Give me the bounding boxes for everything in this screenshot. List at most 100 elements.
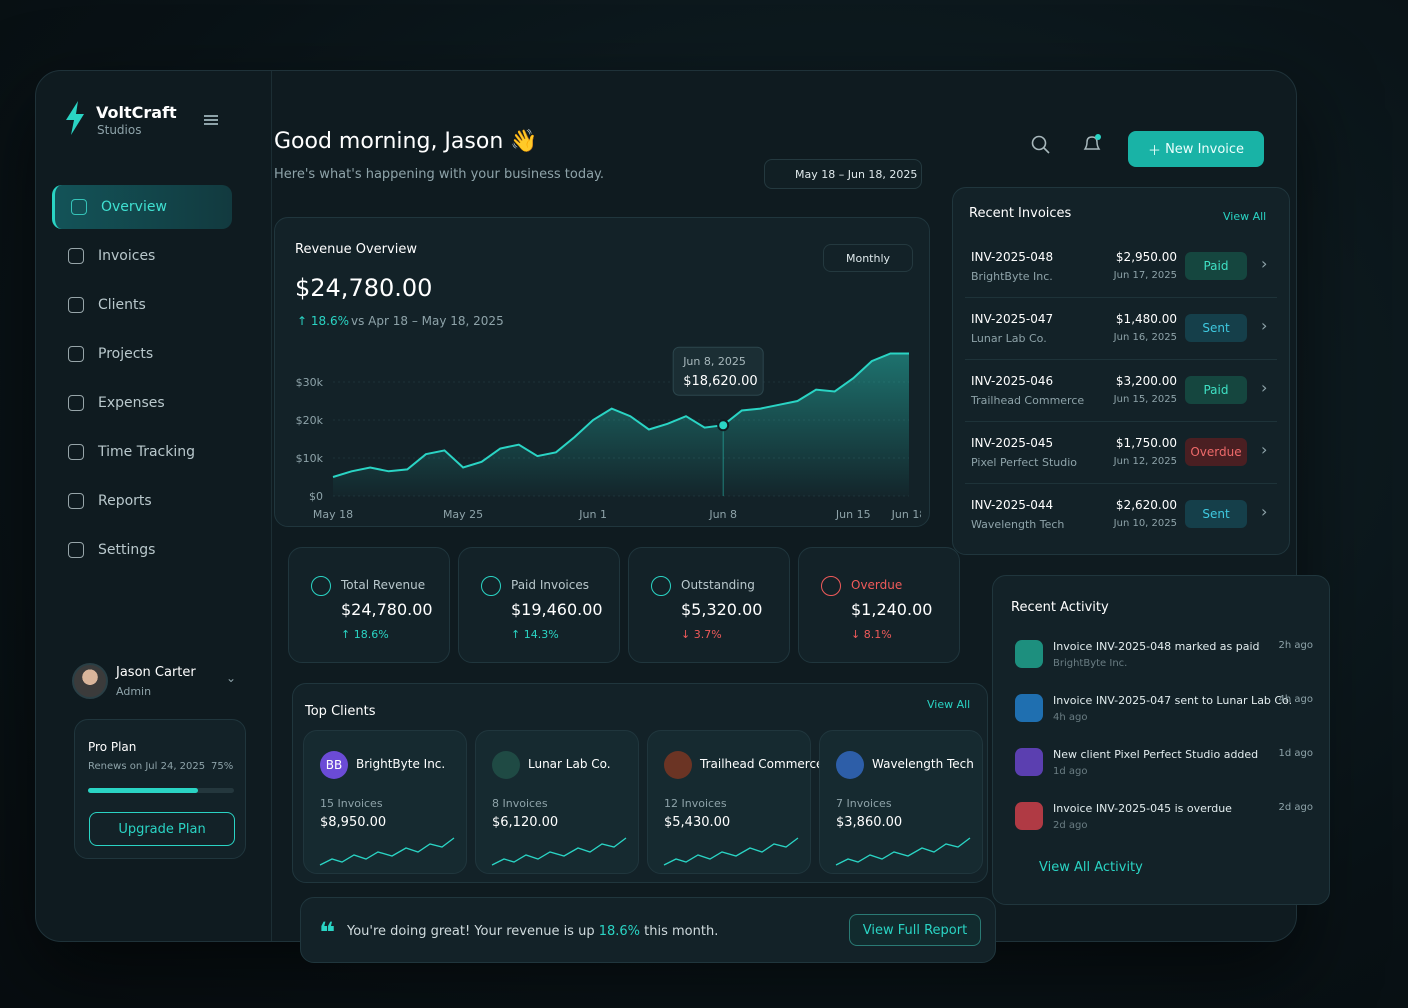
invoice-row[interactable]: INV-2025-044 Wavelength Tech $2,620.00 Jun … <box>965 490 1277 546</box>
kpi-card: Total Revenue $24,780.00 ↑ 18.6% <box>288 547 450 663</box>
kpi-change: ↑ 14.3% <box>511 628 559 641</box>
invoice-row[interactable]: INV-2025-045 Pixel Perfect Studio $1,750.0… <box>965 428 1277 484</box>
notification-icon[interactable] <box>1082 133 1102 155</box>
recent-invoices-card: Recent Invoices View All INV-2025-048 Bri… <box>952 187 1290 555</box>
revenue-change-value: 18.6% <box>310 314 349 328</box>
nav-icon <box>68 346 84 362</box>
y-tick-label: $30k <box>296 376 324 389</box>
nav-icon <box>68 493 84 509</box>
activity-time: 1d ago <box>1278 748 1313 759</box>
activity-sub: 4h ago <box>1053 712 1088 723</box>
area-line <box>332 352 909 478</box>
invoice-date: Jun 12, 2025 <box>1113 456 1177 467</box>
nav-icon <box>68 297 84 313</box>
invoice-row[interactable]: INV-2025-048 BrightByte Inc. $2,950.00 Jun … <box>965 242 1277 298</box>
user-menu[interactable]: ⌄ <box>226 671 237 685</box>
client-amount: $5,430.00 <box>664 815 731 830</box>
activity-icon <box>1015 640 1043 668</box>
date-range-picker[interactable]: May 18 – Jun 18, 2025 <box>764 159 922 189</box>
client-card: Trailhead Commerce 12 Invoices $5,430.00 <box>647 730 823 874</box>
row-chevron: › <box>1261 378 1268 397</box>
nav-item[interactable]: Expenses <box>52 381 232 425</box>
kpi-label: Outstanding <box>681 578 755 592</box>
banner-text: You're doing great! Your revenue is up 1… <box>347 924 718 939</box>
nav-item[interactable]: Settings <box>52 528 232 572</box>
nav-item[interactable]: Invoices <box>52 234 232 278</box>
nav-icon <box>68 444 84 460</box>
invoice-row[interactable]: INV-2025-046 Trailhead Commerce $3,200.00 J… <box>965 366 1277 422</box>
invoice-amount: $2,950.00 <box>1115 250 1177 264</box>
kpi-icon <box>651 576 671 596</box>
nav-item[interactable]: Overview <box>52 185 232 229</box>
client-icon <box>492 751 520 779</box>
invoice-row[interactable]: INV-2025-047 Lunar Lab Co. $1,480.00 Jun 16… <box>965 304 1277 360</box>
recent-invoices-view-all[interactable]: View All <box>1223 210 1267 223</box>
client-invoices: 12 Invoices <box>664 797 727 810</box>
search-icon[interactable] <box>1031 135 1051 155</box>
nav-item[interactable]: Projects <box>52 332 232 376</box>
client-name: Trailhead Commerce <box>700 757 824 771</box>
menu-button[interactable] <box>204 115 218 125</box>
plan-name: Pro Plan <box>88 740 137 754</box>
kpi-change-value: 3.7% <box>693 628 722 641</box>
invoice-client: Trailhead Commerce <box>971 394 1085 407</box>
new-invoice-label: New Invoice <box>1165 141 1245 157</box>
kpi-label: Total Revenue <box>341 578 426 592</box>
kpi-value: $19,460.00 <box>511 600 603 619</box>
client-invoices: 8 Invoices <box>492 797 548 810</box>
period-select[interactable]: Monthly <box>823 244 913 272</box>
activity-text: Invoice INV-2025-045 is overdue <box>1053 802 1232 815</box>
view-all-activity[interactable]: View All Activity <box>1039 860 1143 875</box>
date-range: May 18 – Jun 18, 2025 <box>795 167 918 181</box>
invoice-amount: $1,750.00 <box>1115 436 1177 450</box>
client-invoices: 7 Invoices <box>836 797 892 810</box>
revenue-comparison: vs Apr 18 – May 18, 2025 <box>351 314 504 328</box>
client-sparkline <box>319 837 455 866</box>
view-report-label: View Full Report <box>862 922 968 938</box>
nav-item[interactable]: Clients <box>52 283 232 327</box>
x-tick-label: Jun 1 <box>578 508 607 521</box>
tooltip-date: Jun 8, 2025 <box>682 355 746 368</box>
nav-icon <box>68 248 84 264</box>
invoice-date: Jun 16, 2025 <box>1113 332 1177 343</box>
chart-title: Revenue Overview <box>295 242 417 257</box>
kpi-icon <box>821 576 841 596</box>
revenue-chart: $0 $10k $20k $30k May 18 May 25 Jun 1 Jun 8 Jun … <box>296 346 921 521</box>
user-name: Jason Carter <box>116 665 196 680</box>
row-chevron: › <box>1261 502 1268 521</box>
banner-before: You're doing great! Your revenue is up <box>347 924 599 939</box>
kpi-change-value: 18.6% <box>353 628 389 641</box>
view-report-button[interactable]: View Full Report <box>849 914 981 946</box>
new-invoice-button[interactable]: ＋ New Invoice <box>1128 131 1264 167</box>
kpi-change-value: 14.3% <box>523 628 559 641</box>
activity-icon <box>1015 694 1043 722</box>
logo-icon <box>66 101 84 135</box>
activity-sub: 2d ago <box>1053 820 1088 831</box>
progress-track <box>88 788 234 793</box>
activity-icon <box>1015 748 1043 776</box>
nav-icon <box>68 542 84 558</box>
y-tick-label: $10k <box>296 452 324 465</box>
user-role: Admin <box>116 685 152 698</box>
nav-label: Clients <box>98 297 146 313</box>
client-amount: $3,860.00 <box>836 815 903 830</box>
app-shell: VoltCraft Studios Overview Invoices Client… <box>35 70 1330 963</box>
x-tick-label: Jun 15 <box>835 508 871 521</box>
upgrade-button[interactable]: Upgrade Plan <box>89 812 235 846</box>
client-amount: $6,120.00 <box>492 815 559 830</box>
client-sparkline <box>663 837 799 866</box>
kpi-card: Paid Invoices $19,460.00 ↑ 14.3% <box>458 547 620 663</box>
invoice-id: INV-2025-045 <box>971 436 1054 450</box>
invoice-id: INV-2025-044 <box>971 498 1054 512</box>
quote-icon: ❝ <box>319 916 336 949</box>
nav-label: Projects <box>98 346 154 362</box>
nav-item[interactable]: Reports <box>52 479 232 523</box>
kpi-icon <box>481 576 501 596</box>
nav-icon <box>71 199 87 215</box>
nav-label: Expenses <box>98 395 165 411</box>
kpi-value: $1,240.00 <box>851 600 933 619</box>
nav-item[interactable]: Time Tracking <box>52 430 232 474</box>
invoice-status: Sent <box>1185 500 1247 528</box>
x-tick-label: Jun 18 <box>891 508 921 521</box>
top-clients-view-all[interactable]: View All <box>927 698 971 711</box>
